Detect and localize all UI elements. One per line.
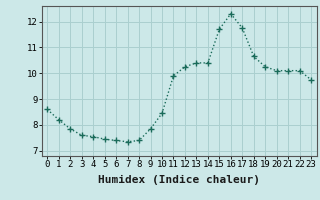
X-axis label: Humidex (Indice chaleur): Humidex (Indice chaleur): [98, 175, 260, 185]
